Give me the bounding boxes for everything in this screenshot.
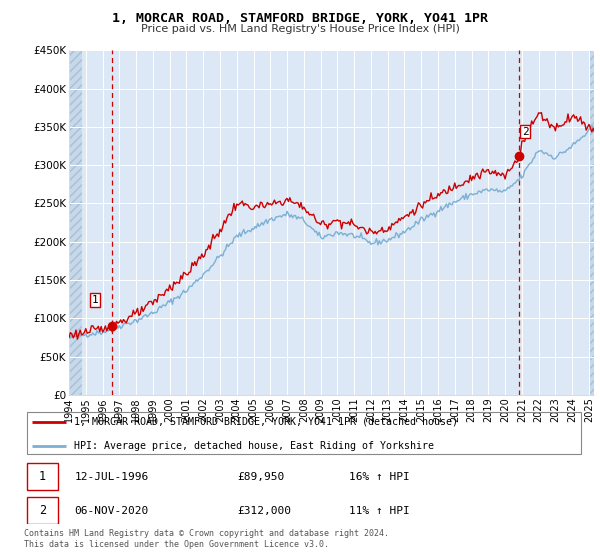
Bar [27,463,58,490]
Text: 1, MORCAR ROAD, STAMFORD BRIDGE, YORK, YO41 1PR: 1, MORCAR ROAD, STAMFORD BRIDGE, YORK, Y… [112,12,488,25]
Text: 2: 2 [522,127,529,137]
Text: 1: 1 [91,295,98,305]
Bar [27,497,58,524]
Text: Price paid vs. HM Land Registry's House Price Index (HPI): Price paid vs. HM Land Registry's House … [140,24,460,34]
Text: 2: 2 [38,504,46,517]
Text: Contains HM Land Registry data © Crown copyright and database right 2024.
This d: Contains HM Land Registry data © Crown c… [24,529,389,549]
Bar [69,50,82,395]
Text: £312,000: £312,000 [237,506,291,516]
Text: 1, MORCAR ROAD, STAMFORD BRIDGE, YORK, YO41 1PR (detached house): 1, MORCAR ROAD, STAMFORD BRIDGE, YORK, Y… [74,417,458,427]
Text: 12-JUL-1996: 12-JUL-1996 [74,472,149,482]
Text: 06-NOV-2020: 06-NOV-2020 [74,506,149,516]
Bar [589,50,594,395]
Text: 11% ↑ HPI: 11% ↑ HPI [349,506,410,516]
Text: 1: 1 [38,470,46,483]
Text: 16% ↑ HPI: 16% ↑ HPI [349,472,410,482]
Text: £89,950: £89,950 [237,472,284,482]
Text: HPI: Average price, detached house, East Riding of Yorkshire: HPI: Average price, detached house, East… [74,441,434,451]
